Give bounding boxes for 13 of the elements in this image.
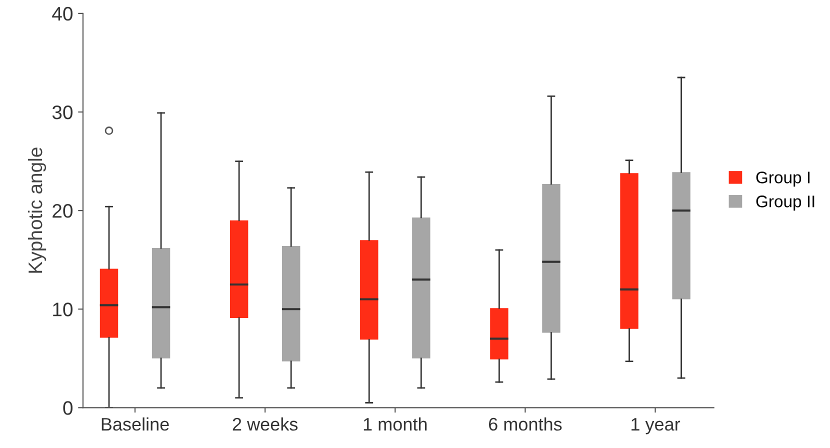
y-tick-label: 30	[52, 105, 73, 120]
x-tick-label: Baseline	[102, 417, 169, 431]
y-tick-label: 0	[63, 401, 73, 415]
legend-label: Group II	[756, 196, 814, 211]
x-tick-label: 6 months	[488, 417, 562, 431]
y-axis-title: Kyphotic angle	[28, 148, 46, 273]
y-tick-label: 40	[52, 6, 73, 21]
y-tick-label: 20	[52, 204, 73, 218]
y-tick-label: 10	[53, 302, 73, 316]
x-tick-label: 2 weeks	[232, 417, 298, 431]
x-tick-label: 1 month	[364, 417, 427, 431]
legend-label: Group I	[756, 172, 810, 187]
x-tick-label: 1 year	[632, 418, 680, 434]
